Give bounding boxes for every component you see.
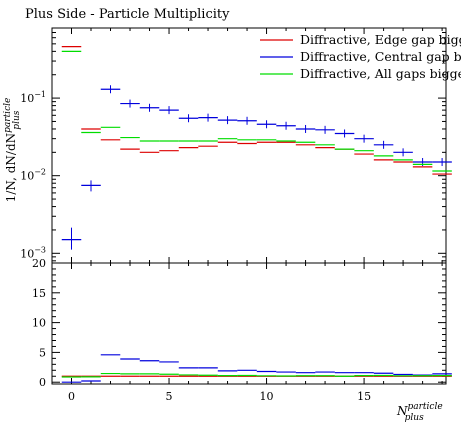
y-tick-label: 10−3 bbox=[20, 245, 46, 260]
x-tick-label: 0 bbox=[68, 390, 75, 403]
x-tick-label: 15 bbox=[357, 390, 371, 403]
x-tick-label: 5 bbox=[166, 390, 173, 403]
ratio-y-tick-label: 15 bbox=[32, 287, 46, 300]
y-tick-label: 10−2 bbox=[20, 168, 46, 183]
ratio-plot-frame: 0 5 10 15 0 5 10 15 20 bbox=[32, 257, 447, 403]
x-axis-label: Nparticle plus bbox=[396, 402, 443, 422]
series-2 bbox=[61, 50, 452, 172]
ratio-y-tick-label: 10 bbox=[32, 317, 46, 330]
ratio-frame bbox=[51, 262, 447, 385]
legend-label: Diffractive, All gaps bigge bbox=[300, 66, 461, 81]
y-tick-label: 10−1 bbox=[20, 90, 46, 105]
ratio-y-tick-label: 20 bbox=[32, 257, 46, 270]
main-plot-series bbox=[61, 46, 452, 250]
x-tick-label: 10 bbox=[260, 390, 274, 403]
ratio-series-2 bbox=[61, 372, 452, 378]
ratio-series-1 bbox=[61, 354, 452, 383]
ratio-y-tick-label: 5 bbox=[39, 346, 46, 359]
y-axis-label: 1/N, dN/dNparticleplus bbox=[3, 98, 22, 203]
series-1 bbox=[61, 85, 452, 244]
ratio-plot-series bbox=[61, 354, 452, 383]
ratio-y-tick-label: 0 bbox=[39, 376, 46, 389]
legend: Diffractive, Edge gap bigg Diffractive, C… bbox=[260, 32, 461, 81]
legend-label: Diffractive, Central gap bi bbox=[300, 49, 461, 64]
chart-title: Plus Side - Particle Multiplicity bbox=[25, 7, 230, 22]
legend-label: Diffractive, Edge gap bigg bbox=[300, 32, 461, 47]
